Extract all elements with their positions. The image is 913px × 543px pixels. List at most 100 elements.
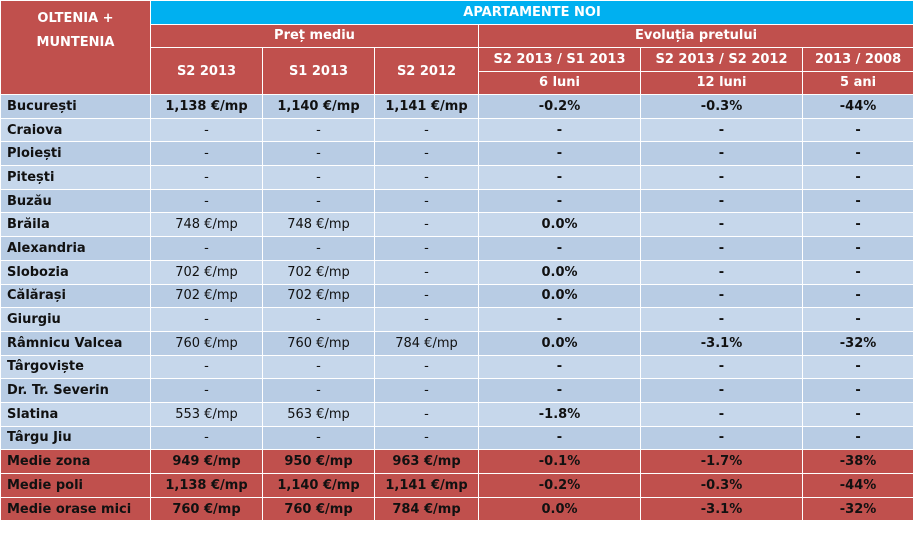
column-header: 2013 / 2008 (801, 47, 913, 72)
cell: -1.8% (478, 401, 641, 427)
cell: - (640, 354, 803, 380)
cell: - (640, 212, 803, 238)
cell: 563 €/mp (262, 401, 375, 427)
data-row: Brăila 748 €/mp 748 €/mp -0.0% - - (0, 212, 913, 238)
cell: 1,138 €/mp (150, 473, 263, 498)
cell: -38% (801, 449, 913, 474)
cell: - (640, 378, 803, 403)
row-label: Medie poli (0, 473, 151, 498)
cell: - (801, 212, 913, 238)
cell: - (150, 307, 263, 332)
cell: 760 €/mp (262, 496, 375, 522)
cell: - (150, 165, 263, 190)
data-row: Râmnicu Valcea 760 €/mp 760 €/mp 784 €/mp 0.… (0, 330, 913, 356)
cell: - (374, 307, 479, 332)
cell: 0.0% (478, 259, 641, 285)
header-row: S2 2013 S1 2013 S2 2012 S2 2013 / S1 201… (1, 47, 913, 95)
cell: 702 €/mp (150, 283, 263, 309)
cell: - (640, 425, 803, 451)
cell: - (801, 141, 913, 167)
cell: - (801, 259, 913, 285)
cell: 0.0% (478, 212, 641, 238)
cell: - (640, 165, 803, 190)
cell: - (150, 117, 263, 143)
data-row: Pitești - - - - - - (0, 165, 913, 190)
cell: - (478, 117, 641, 143)
cell: - (262, 141, 375, 167)
row-label: Călărași (0, 283, 151, 309)
cell: -32% (801, 330, 913, 356)
cell: - (801, 307, 913, 332)
row-label: Pitești (0, 165, 151, 190)
summary-row: Medie orase mici 760 €/mp 760 €/mp 784 €/mp… (0, 496, 913, 522)
cell: 1,138 €/mp (150, 94, 263, 119)
cell: - (374, 354, 479, 380)
cell: - (478, 188, 641, 214)
cell: - (150, 354, 263, 380)
data-row: Slatina 553 €/mp 563 €/mp - -1.8% - - (0, 401, 913, 427)
data-row: Târgu Jiu - - - - - - (0, 425, 913, 451)
cell: 1,140 €/mp (262, 473, 375, 498)
cell: -32% (801, 496, 913, 522)
cell: - (640, 117, 803, 143)
cell: 963 €/mp (374, 449, 479, 474)
cell: 760 €/mp (150, 496, 263, 522)
row-label: Târgu Jiu (0, 425, 151, 451)
cell: 1,141 €/mp (374, 94, 479, 119)
cell: 702 €/mp (262, 259, 375, 285)
row-label: Medie orase mici (0, 496, 151, 522)
cell: - (478, 354, 641, 380)
row-label: Brăila (0, 212, 151, 238)
data-row: Buzău - - - - - - (0, 188, 913, 214)
cell: - (478, 165, 641, 190)
cell: - (374, 259, 479, 285)
title: APARTAMENTE NOI (149, 0, 913, 25)
cell: - (478, 141, 641, 167)
column-header: S2 2013 / S2 2012 (640, 47, 803, 72)
cell: 1,141 €/mp (374, 473, 479, 498)
row-label: Giurgiu (0, 307, 151, 332)
column-subheader: 6 luni (478, 70, 641, 95)
table-body: OLTENIA + MUNTENIA APARTAMENTE NOI Preț m… (0, 0, 913, 522)
cell: 950 €/mp (262, 449, 375, 474)
cell: - (640, 236, 803, 261)
cell: - (150, 378, 263, 403)
cell: - (478, 378, 641, 403)
data-row: București 1,138 €/mp 1,140 €/mp 1,141 €/mp -… (0, 94, 913, 119)
cell: - (262, 117, 375, 143)
cell: -44% (801, 94, 913, 119)
data-row: Craiova - - - - - - (0, 117, 913, 143)
cell: - (374, 425, 479, 451)
summary-row: Medie poli 1,138 €/mp 1,140 €/mp 1,141 €/mp… (0, 473, 913, 498)
row-label: Alexandria (0, 236, 151, 261)
cell: - (801, 354, 913, 380)
row-label: Buzău (0, 188, 151, 214)
data-row: Dr. Tr. Severin - - - - - - (0, 378, 913, 403)
price-table: OLTENIA + MUNTENIA APARTAMENTE NOI Preț m… (0, 0, 913, 522)
cell: - (262, 307, 375, 332)
data-row: Slobozia 702 €/mp 702 €/mp -0.0% - - (0, 259, 913, 285)
header-row: 6 luni 12 luni 5 ani (1, 70, 913, 95)
cell: -0.1% (478, 449, 641, 474)
cell: - (801, 401, 913, 427)
cell: -1.7% (640, 449, 803, 474)
data-row: Ploiești - - - - - - (0, 141, 913, 167)
cell: 784 €/mp (374, 330, 479, 356)
cell: 784 €/mp (374, 496, 479, 522)
cell: - (640, 188, 803, 214)
cell: - (150, 425, 263, 451)
cell: - (801, 117, 913, 143)
cell: 0.0% (478, 496, 641, 522)
summary-row: Medie zona 949 €/mp 950 €/mp 963 €/mp -0.1% -… (0, 449, 913, 474)
cell: - (801, 165, 913, 190)
cell: - (262, 165, 375, 190)
cell: - (478, 307, 641, 332)
data-row: Giurgiu - - - - - - (0, 307, 913, 332)
cell: - (262, 236, 375, 261)
cell: - (801, 236, 913, 261)
cell: 702 €/mp (262, 283, 375, 309)
cell: - (150, 188, 263, 214)
cell: - (262, 425, 375, 451)
cell: - (374, 212, 479, 238)
cell: -3.1% (640, 330, 803, 356)
